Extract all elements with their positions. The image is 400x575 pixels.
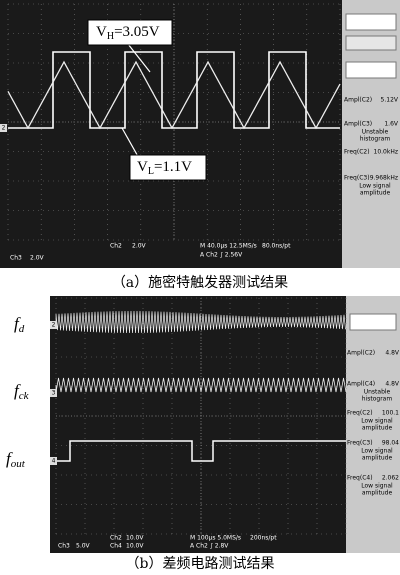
- channel-marker-label: 4: [52, 458, 56, 465]
- figure: 2Ampl(C2)5.12VAmpl(C3)1.6VUnstablehistog…: [0, 0, 400, 575]
- status-text: Ch3: [58, 543, 70, 550]
- measure-note: amplitude: [362, 490, 393, 497]
- status-text: Ch2: [110, 243, 122, 250]
- menu-box: [350, 314, 396, 330]
- measure-label: Freq(C3): [347, 440, 373, 447]
- annotation: VL=1.1V: [137, 159, 192, 177]
- measure-value: 5.12V: [381, 97, 399, 104]
- measure-note: Unstable: [362, 129, 389, 136]
- status-text: 200ns/pt: [250, 535, 277, 542]
- measure-note: amplitude: [362, 425, 393, 432]
- measure-value: 2.062: [382, 475, 399, 482]
- measure-note: Low signal: [359, 183, 391, 190]
- measure-label: Ampl(C2): [347, 350, 375, 357]
- measure-value: 1.6V: [384, 121, 399, 128]
- scope-screen: [50, 296, 346, 553]
- measure-label: Ampl(C2): [344, 97, 372, 104]
- channel-marker-label: 3: [52, 390, 56, 397]
- measure-value: 10.0kHz: [374, 149, 399, 156]
- signal-label: fck: [14, 381, 30, 402]
- status-text: A Ch2 ∫ 2.56V: [200, 252, 243, 259]
- status-text: 10.0V: [126, 535, 144, 542]
- measure-note: Unstable: [364, 389, 391, 396]
- status-text: 10.0V: [126, 543, 144, 550]
- measure-value: 4.8V: [385, 381, 400, 388]
- annotation: VH=3.05V: [96, 24, 160, 42]
- measure-note: histogram: [362, 396, 393, 403]
- measure-label: Ampl(C3): [344, 121, 372, 128]
- measure-label: Ampl(C4): [347, 381, 375, 388]
- measure-label: Freq(C3): [344, 175, 370, 182]
- measure-note: amplitude: [360, 190, 391, 197]
- measure-value: 9.968kHz: [370, 175, 398, 182]
- measure-note: amplitude: [362, 455, 393, 462]
- measure-note: histogram: [360, 136, 391, 143]
- measure-note: Low signal: [361, 483, 393, 490]
- measure-value: 98.04: [382, 440, 399, 447]
- menu-box: [346, 62, 396, 78]
- measure-value: 4.8V: [385, 350, 400, 357]
- measure-note: Low signal: [361, 448, 393, 455]
- status-text: Ch2: [110, 535, 122, 542]
- menu-box: [346, 14, 396, 30]
- status-text: M 40.0µs 12.5MS/s: [200, 243, 257, 250]
- measure-label: Freq(C2): [347, 410, 373, 417]
- signal-label: fd: [14, 314, 25, 335]
- menu-box: [346, 36, 396, 50]
- channel-marker-label: 2: [2, 125, 6, 132]
- status-text: Ch4: [110, 543, 122, 550]
- status-text: 80.0ns/pt: [262, 243, 291, 250]
- status-text: Ch3: [10, 255, 22, 262]
- channel-marker-label: 2: [52, 322, 56, 329]
- measure-label: Freq(C4): [347, 475, 373, 482]
- caption: （a）施密特触发器测试结果: [112, 274, 288, 291]
- status-text: 2.0V: [30, 255, 45, 262]
- status-text: M 100µs 5.0MS/s: [190, 535, 241, 542]
- measure-note: Low signal: [361, 418, 393, 425]
- status-text: 5.0V: [76, 543, 91, 550]
- measure-label: Freq(C2): [344, 149, 370, 156]
- measure-value: 100.1: [382, 410, 399, 417]
- status-text: 2.0V: [132, 243, 147, 250]
- status-text: A Ch2 ∫ 2.8V: [190, 543, 229, 550]
- caption: （b）差频电路测试结果: [126, 556, 275, 572]
- signal-label: fout: [6, 449, 26, 470]
